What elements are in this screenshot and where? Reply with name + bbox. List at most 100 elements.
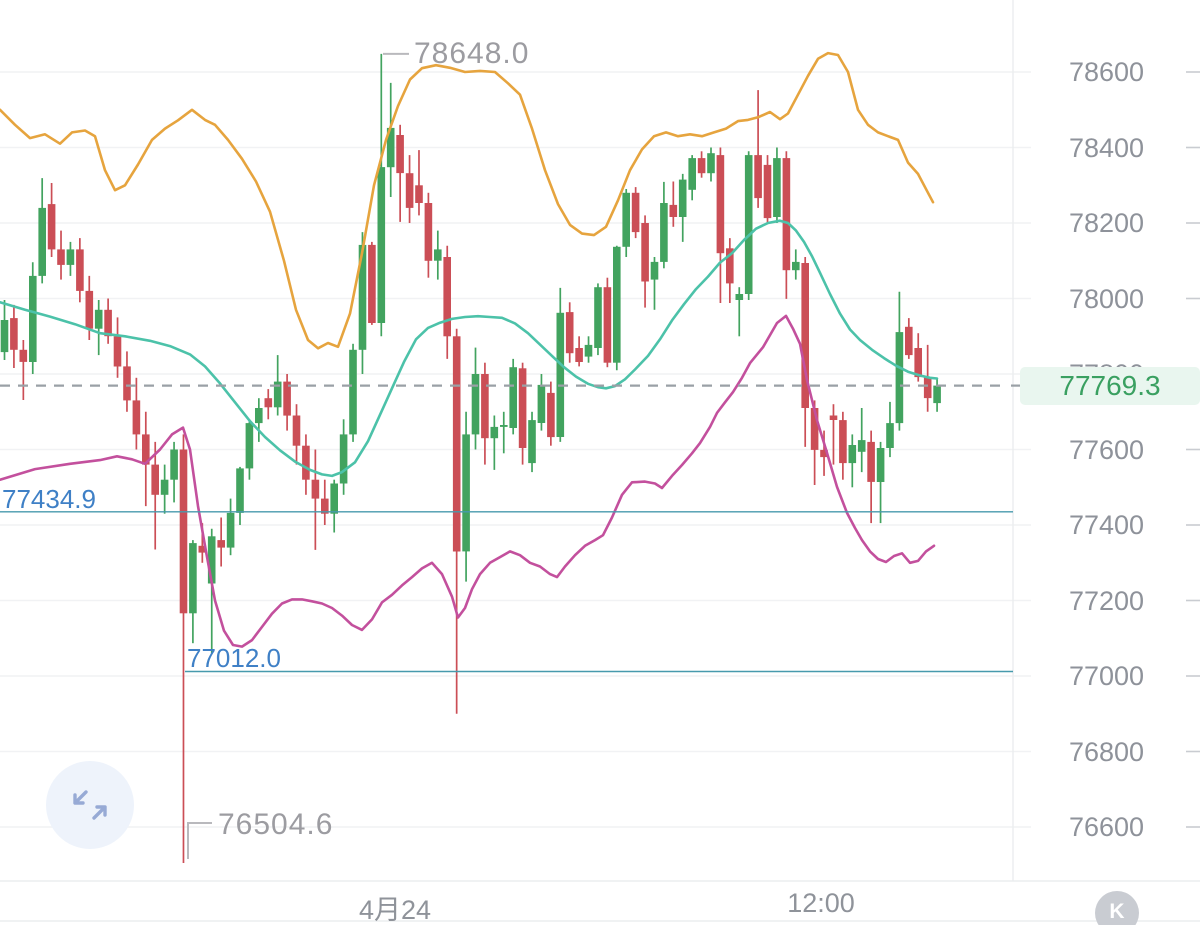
candle-body [914, 348, 922, 378]
candle-body [603, 287, 612, 363]
candle-body [697, 158, 706, 174]
candle-body [641, 223, 649, 282]
candle-body [848, 445, 857, 464]
candle-body [207, 536, 216, 584]
candle-body [217, 540, 225, 548]
low-label-connector [187, 822, 212, 859]
y-axis-label: 76600 [1068, 812, 1145, 842]
candle-body [867, 441, 875, 482]
candle-body [255, 408, 263, 424]
upper-band-line [0, 51, 935, 350]
candle-body [19, 349, 28, 362]
candle-body [801, 263, 809, 408]
kline-badge[interactable]: K [1095, 891, 1139, 925]
candle-body [547, 392, 555, 438]
candle-body [104, 309, 112, 337]
candle-body [142, 434, 150, 465]
candle-body [189, 543, 197, 614]
candle-body [302, 445, 310, 480]
expand-button[interactable] [46, 761, 134, 849]
candle-body [735, 294, 744, 300]
candle-body [283, 381, 291, 416]
candle-body [556, 312, 565, 437]
candle-body [339, 434, 348, 484]
candle-body [0, 320, 9, 353]
candle-body [876, 448, 885, 482]
candle-body [57, 249, 65, 265]
candle-body [396, 135, 404, 174]
candle-body [660, 203, 668, 262]
candle-body [669, 204, 678, 217]
candle-body [462, 434, 470, 552]
candle-body [377, 167, 386, 323]
candle-body [29, 275, 37, 362]
candle-body [113, 336, 122, 367]
candle-body [631, 192, 640, 233]
candle-body [434, 249, 442, 261]
candle-body [678, 179, 687, 217]
candle-body [537, 384, 546, 423]
candle-body [716, 155, 725, 254]
candle-body [726, 248, 734, 284]
candle-body [857, 440, 866, 452]
candle-body [386, 127, 395, 168]
y-axis-label: 77000 [1068, 661, 1145, 691]
candle-body [886, 423, 894, 448]
candle-body [123, 366, 131, 401]
candle-body [471, 374, 480, 435]
candle-body [245, 423, 254, 469]
price-axis: 7860078400782007800077800776007740077200… [1013, 0, 1200, 881]
candle-body [509, 367, 517, 428]
candle-body [179, 449, 188, 614]
candle-body [151, 464, 159, 495]
candle-body [236, 468, 244, 513]
candle-body [94, 309, 103, 329]
candle-body [85, 290, 94, 329]
time-axis-label-date: 4月24 [358, 895, 432, 925]
y-axis-label: 77600 [1068, 434, 1145, 465]
candle-body [707, 153, 715, 174]
support-level-label-2: 77012.0 [187, 643, 281, 674]
candle-body [481, 374, 489, 439]
candle-body [66, 249, 75, 265]
candle-body [744, 155, 753, 294]
y-axis-label: 78600 [1068, 57, 1145, 87]
candle-body [132, 400, 141, 435]
candle-body [594, 287, 602, 348]
candle-body [528, 420, 536, 464]
candle-body [292, 415, 301, 446]
support-level-label-1: 77434.9 [2, 483, 96, 514]
y-axis-label: 77400 [1068, 510, 1145, 540]
candle-body [613, 246, 621, 363]
candle-body [933, 385, 941, 404]
candle-body [368, 244, 376, 323]
y-axis-label: 78200 [1068, 208, 1145, 238]
candle-body [810, 408, 819, 450]
candle-body [839, 420, 847, 464]
candle-body [905, 326, 913, 356]
y-axis-label: 76800 [1068, 736, 1145, 767]
candle-body [792, 261, 800, 271]
candle-body [264, 398, 273, 408]
time-axis-label-time: 12:00 [787, 888, 855, 918]
candle-body [76, 249, 84, 291]
low-price-label: 76504.6 [218, 808, 334, 841]
candle-body [500, 425, 508, 427]
candle-body [490, 426, 499, 439]
lower-band-line [0, 314, 936, 648]
middle-band-line [0, 219, 939, 478]
candles-layer [0, 53, 941, 863]
candle-body [452, 336, 461, 552]
candle-body [829, 415, 838, 420]
candle-body [38, 207, 46, 276]
y-axis-label: 78400 [1068, 132, 1145, 163]
candle-body [330, 483, 338, 514]
candle-body [321, 498, 329, 514]
candle-body [405, 173, 414, 208]
y-axis-label: 77200 [1068, 585, 1145, 616]
candle-body [273, 381, 282, 408]
candle-body [782, 158, 791, 271]
candle-body [688, 158, 696, 190]
